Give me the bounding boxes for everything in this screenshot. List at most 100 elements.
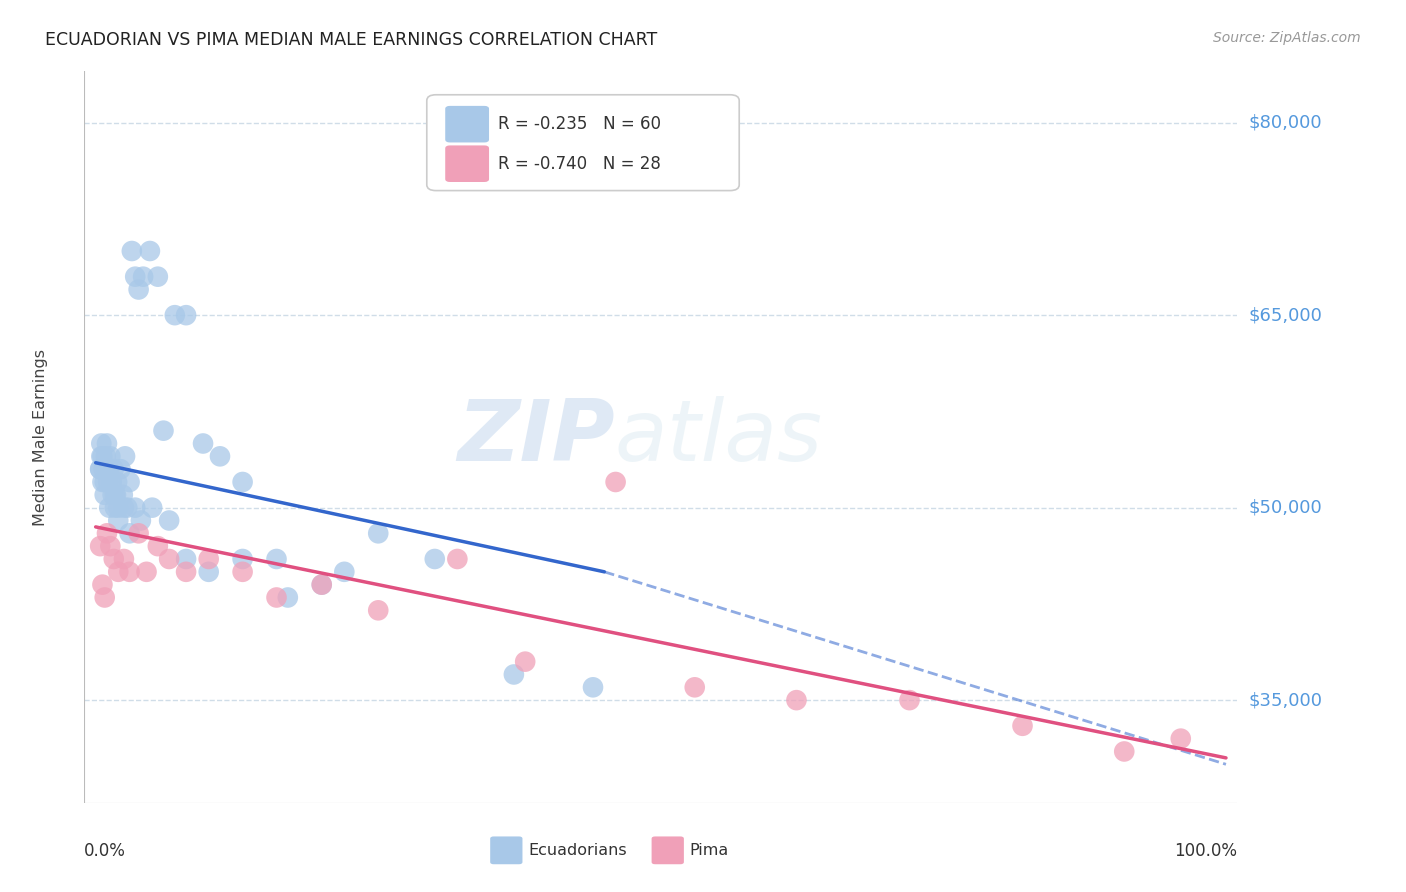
Point bbox=[112, 500, 135, 515]
Text: R = -0.740   N = 28: R = -0.740 N = 28 bbox=[498, 154, 661, 173]
Point bbox=[232, 552, 254, 566]
Point bbox=[515, 655, 537, 669]
Point bbox=[93, 462, 115, 476]
Text: Source: ZipAtlas.com: Source: ZipAtlas.com bbox=[1213, 31, 1361, 45]
Point bbox=[89, 462, 111, 476]
Point bbox=[96, 462, 118, 476]
Point bbox=[90, 436, 112, 450]
Point bbox=[605, 475, 627, 489]
Point bbox=[232, 565, 254, 579]
Point bbox=[118, 526, 141, 541]
Text: $35,000: $35,000 bbox=[1249, 691, 1323, 709]
Point bbox=[208, 450, 231, 464]
Point bbox=[898, 693, 921, 707]
Point bbox=[111, 488, 134, 502]
Point bbox=[100, 475, 122, 489]
Point bbox=[89, 539, 111, 553]
Point bbox=[100, 475, 122, 489]
Point bbox=[197, 565, 219, 579]
Text: R = -0.235   N = 60: R = -0.235 N = 60 bbox=[498, 115, 661, 133]
Text: ECUADORIAN VS PIMA MEDIAN MALE EARNINGS CORRELATION CHART: ECUADORIAN VS PIMA MEDIAN MALE EARNINGS … bbox=[45, 31, 657, 49]
Point bbox=[128, 526, 150, 541]
Text: Median Male Earnings: Median Male Earnings bbox=[34, 349, 48, 525]
Point bbox=[112, 552, 135, 566]
Point bbox=[104, 488, 127, 502]
Point bbox=[107, 514, 129, 528]
Point bbox=[118, 475, 141, 489]
Point bbox=[367, 526, 389, 541]
Text: $80,000: $80,000 bbox=[1249, 113, 1322, 132]
Point bbox=[446, 552, 468, 566]
Point bbox=[94, 450, 117, 464]
Point bbox=[124, 269, 146, 284]
Point bbox=[93, 475, 115, 489]
Point bbox=[91, 475, 114, 489]
Point bbox=[266, 552, 288, 566]
Text: $50,000: $50,000 bbox=[1249, 499, 1322, 516]
Point bbox=[104, 500, 127, 515]
Point bbox=[89, 462, 111, 476]
Point bbox=[97, 475, 120, 489]
Point bbox=[1170, 731, 1192, 746]
Point bbox=[277, 591, 299, 605]
Point bbox=[93, 591, 115, 605]
FancyBboxPatch shape bbox=[651, 837, 683, 864]
Point bbox=[103, 552, 125, 566]
Point bbox=[266, 591, 288, 605]
Point bbox=[98, 462, 121, 476]
FancyBboxPatch shape bbox=[491, 837, 523, 864]
Point bbox=[141, 500, 163, 515]
Point bbox=[139, 244, 162, 258]
Text: $65,000: $65,000 bbox=[1249, 306, 1322, 324]
Point bbox=[174, 552, 197, 566]
Point bbox=[311, 577, 333, 591]
Point bbox=[163, 308, 186, 322]
Point bbox=[1114, 744, 1136, 758]
Point bbox=[683, 681, 706, 695]
Point bbox=[118, 565, 141, 579]
Point bbox=[157, 514, 180, 528]
Point bbox=[91, 450, 114, 464]
Point bbox=[1011, 719, 1033, 733]
Point bbox=[117, 500, 139, 515]
Point bbox=[146, 269, 169, 284]
Point bbox=[103, 462, 125, 476]
Point bbox=[124, 500, 146, 515]
Point bbox=[135, 565, 157, 579]
Text: 0.0%: 0.0% bbox=[84, 842, 127, 860]
Point bbox=[157, 552, 180, 566]
Point bbox=[90, 450, 112, 464]
Point bbox=[502, 667, 524, 681]
Point bbox=[114, 450, 136, 464]
Text: ZIP: ZIP bbox=[457, 395, 614, 479]
Point bbox=[98, 500, 121, 515]
Point bbox=[105, 475, 128, 489]
Text: atlas: atlas bbox=[614, 395, 823, 479]
Point bbox=[129, 514, 152, 528]
Point bbox=[174, 308, 197, 322]
Point bbox=[785, 693, 807, 707]
Point bbox=[132, 269, 155, 284]
Point bbox=[128, 283, 150, 297]
Point bbox=[107, 500, 129, 515]
Point bbox=[232, 475, 254, 489]
Text: Pima: Pima bbox=[690, 843, 728, 858]
Point bbox=[311, 577, 333, 591]
Point bbox=[93, 488, 115, 502]
Point bbox=[110, 462, 132, 476]
Text: 100.0%: 100.0% bbox=[1174, 842, 1237, 860]
Text: Ecuadorians: Ecuadorians bbox=[529, 843, 627, 858]
Point bbox=[98, 450, 121, 464]
Point bbox=[105, 488, 128, 502]
FancyBboxPatch shape bbox=[427, 95, 740, 191]
FancyBboxPatch shape bbox=[446, 106, 489, 143]
Point bbox=[98, 539, 121, 553]
Point bbox=[121, 244, 143, 258]
Point bbox=[91, 577, 114, 591]
Point bbox=[174, 565, 197, 579]
Point bbox=[423, 552, 446, 566]
FancyBboxPatch shape bbox=[446, 145, 489, 182]
Point bbox=[96, 436, 118, 450]
Point bbox=[333, 565, 356, 579]
Point bbox=[152, 424, 174, 438]
